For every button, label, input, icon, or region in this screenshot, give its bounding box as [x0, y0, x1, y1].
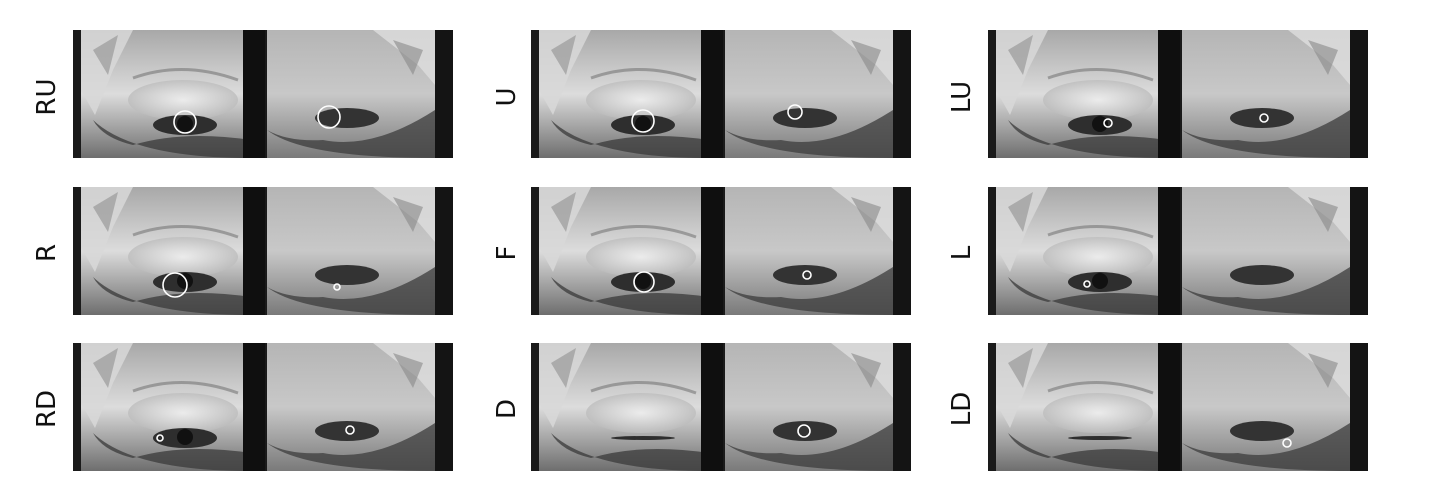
gaze-label-rd: RD — [32, 389, 62, 429]
gaze-label-lu: LU — [947, 80, 977, 114]
eye-image-panel-rd — [73, 343, 453, 471]
eye-image-panel-r — [73, 187, 453, 315]
gaze-label-u: U — [492, 87, 522, 107]
eye-image-panel-ru — [73, 30, 453, 158]
eye-image-panel-d — [531, 343, 911, 471]
gaze-label-r: R — [32, 243, 62, 263]
eye-image-panel-lu — [988, 30, 1368, 158]
eye-image-panel-u — [531, 30, 911, 158]
eye-photo — [988, 30, 1368, 158]
eye-photo — [531, 30, 911, 158]
eye-photo — [531, 343, 911, 471]
eye-photo — [988, 343, 1368, 471]
eye-photo — [73, 343, 453, 471]
eye-image-panel-ld — [988, 343, 1368, 471]
gaze-label-f: F — [492, 245, 522, 261]
gaze-label-ru: RU — [32, 78, 62, 116]
gaze-label-d: D — [492, 398, 522, 420]
eye-image-panel-l — [988, 187, 1368, 315]
eye-image-panel-f — [531, 187, 911, 315]
eye-photo — [73, 30, 453, 158]
eye-photo — [73, 187, 453, 315]
eye-photo — [531, 187, 911, 315]
eye-photo — [988, 187, 1368, 315]
gaze-label-l: L — [947, 245, 977, 261]
gaze-label-ld: LD — [947, 391, 977, 427]
